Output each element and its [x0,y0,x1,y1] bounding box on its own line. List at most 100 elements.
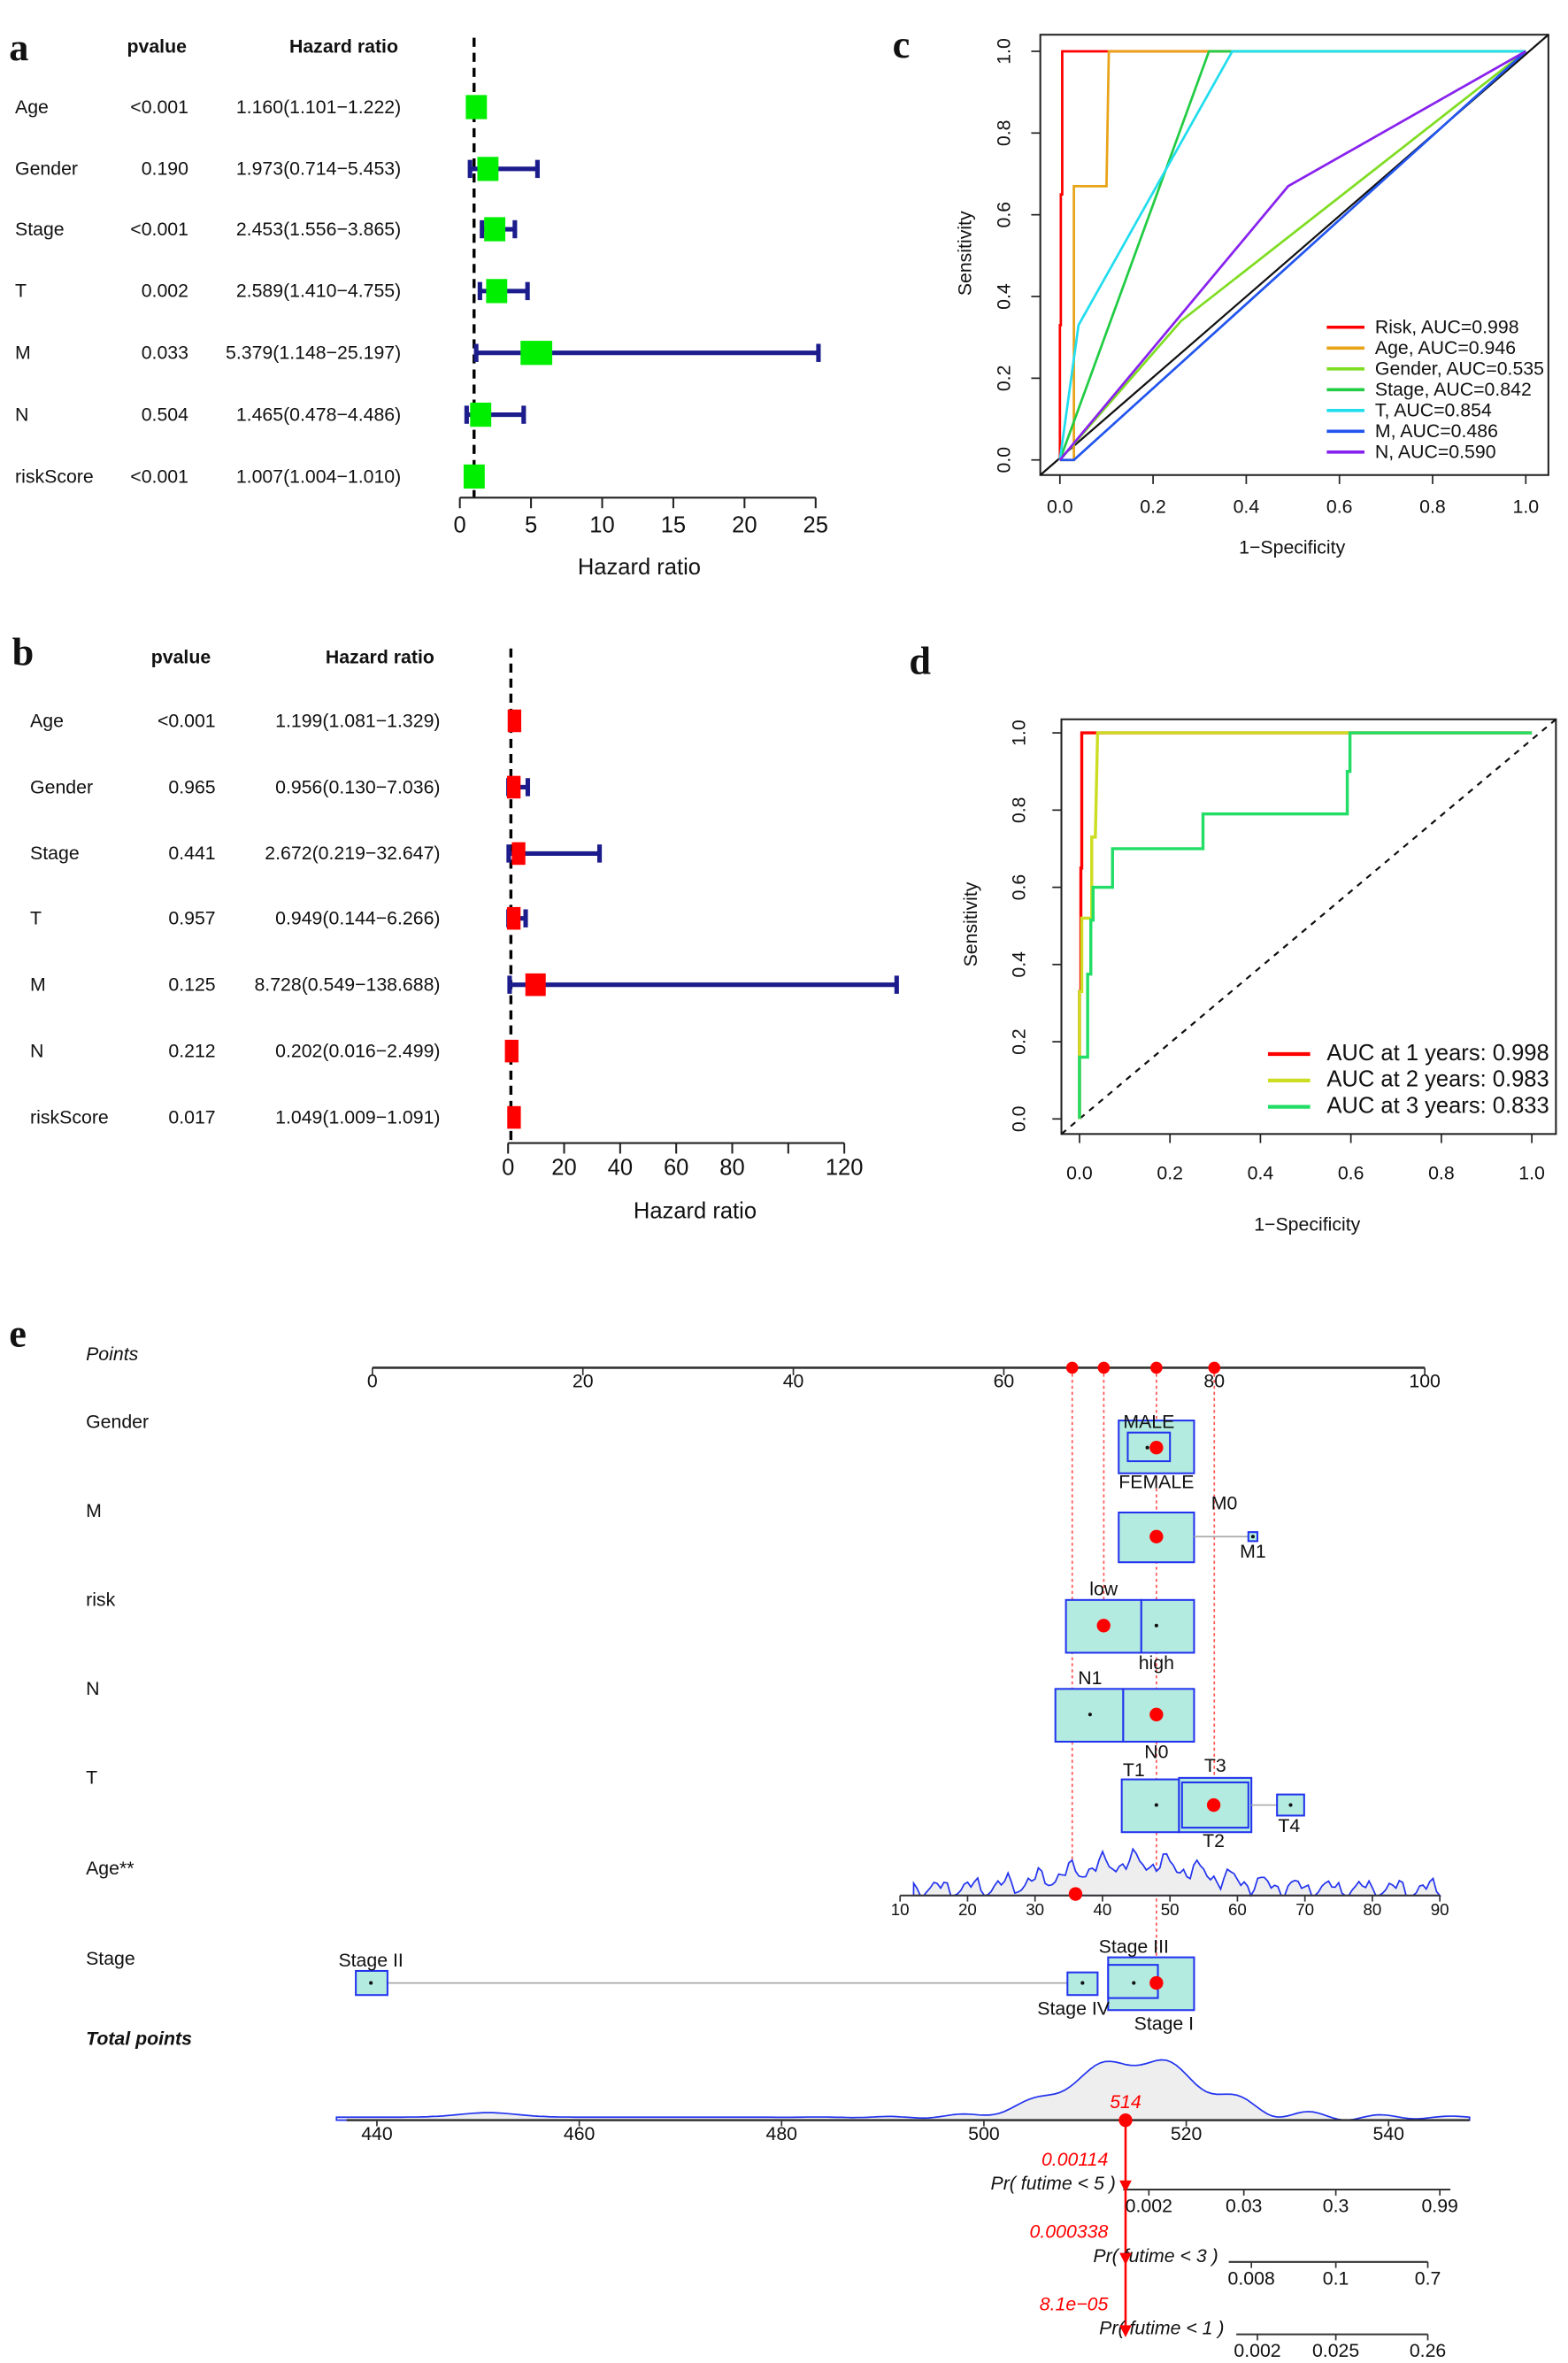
level-label: Stage III [1099,1936,1169,1958]
roc-curve [1058,50,1526,461]
points-label: Points [86,1343,139,1365]
probability-tick-label: 0.7 [1415,2267,1441,2289]
roc-plot-d: 0.0 0.0 0.2 0.2 0.4 0.4 0.6 0.6 0.8 0.8 1.0 1.0 Sens… [960,718,1557,1235]
x-tick-label: 1.0 [1512,496,1539,517]
row-label: N [15,404,28,425]
row-pvalue: 0.212 [168,1040,215,1061]
x-tick-label: 0.0 [1047,496,1073,517]
x-tick-label: 15 [661,512,686,537]
row-pvalue: 0.504 [142,404,188,425]
x-tick-label: 120 [826,1155,864,1180]
level-box [1065,1598,1142,1654]
probability-marker [1119,2252,1132,2266]
y-tick-label: 0.0 [1009,1105,1030,1132]
row-label: Gender [30,776,93,797]
legend-label: Stage, AUC=0.842 [1375,379,1532,400]
x-tick-label: 1.0 [1518,1162,1545,1183]
total-tick-label: 440 [361,2123,393,2144]
level-label: T2 [1203,1830,1225,1851]
selected-points-marker [1097,1361,1111,1374]
forest-plot-b: pvalue Hazard ratio Age <0.001 1.199(1.081−1… [30,647,899,1224]
points-tick-label: 20 [573,1371,594,1392]
total-tick-label: 520 [1171,2123,1203,2144]
row-label: Gender [15,158,78,180]
hazard-ratio-box [506,906,521,930]
x-tick-label: 0.2 [1157,1162,1183,1183]
level-label: M0 [1211,1493,1238,1514]
probability-tick-label: 0.002 [1126,2196,1172,2217]
row-label: M [15,343,31,364]
hazard-ratio-box [507,1105,521,1129]
x-tick-label: 0.4 [1248,1162,1274,1183]
row-hazard-ratio: 1.973(0.714−5.453) [236,158,401,180]
row-hazard-ratio: 8.728(0.549−138.688) [254,974,440,995]
hazard-ratio-header: Hazard ratio [289,36,398,58]
probability-label: Pr( futime < 5 ) [991,2173,1116,2194]
variable-label: Gender [86,1412,149,1433]
age-tick-label: 30 [1026,1900,1044,1919]
hazard-ratio-box [506,775,521,799]
legend-label: T, AUC=0.854 [1375,400,1492,421]
row-hazard-ratio: 0.202(0.016−2.499) [275,1040,440,1061]
selected-level-marker [1096,1619,1111,1633]
points-tick-label: 0 [367,1371,378,1392]
probability-tick-label: 0.26 [1410,2340,1446,2361]
y-tick-label: 0.4 [1009,951,1030,978]
variable-label: N [86,1678,99,1699]
total-points-density [335,2059,1471,2121]
y-tick-label: 1.0 [1009,720,1030,746]
probability-tick-label: 0.002 [1234,2340,1280,2361]
age-tick-label: 70 [1295,1900,1314,1919]
probability-tick-label: 0.03 [1226,2196,1262,2217]
hazard-ratio-box [470,402,492,427]
age-tick-label: 50 [1161,1900,1180,1919]
level-label: N0 [1144,1742,1168,1763]
x-axis-title: Hazard ratio [634,1199,757,1224]
row-hazard-ratio: 1.007(1.004−1.010) [236,466,401,487]
probability-tick-label: 0.99 [1421,2196,1457,2217]
row-pvalue: 0.125 [168,974,215,995]
row-label: T [30,907,42,928]
x-tick-label: 80 [719,1155,744,1180]
x-axis-title: Hazard ratio [578,555,701,580]
hazard-ratio-box [511,842,526,866]
hazard-ratio-box [484,217,506,242]
x-tick-label: 20 [732,512,757,537]
hazard-ratio-box [520,341,553,366]
y-axis-title: Sensitivity [960,881,981,966]
age-tick-label: 20 [958,1900,977,1919]
probability-label: Pr( futime < 1 ) [1099,2318,1224,2339]
legend-label: Risk, AUC=0.998 [1375,317,1519,338]
panel-label-d: d [909,640,931,683]
row-hazard-ratio: 1.160(1.101−1.222) [236,96,401,118]
level-box [355,1969,388,1997]
selected-level-marker [1118,2113,1133,2128]
total-tick-label: 480 [766,2123,798,2144]
level-label: high [1139,1652,1174,1674]
legend-label: AUC at 2 years: 0.983 [1326,1067,1549,1092]
probability-value: 8.1e−05 [1040,2293,1109,2314]
row-hazard-ratio: 1.199(1.081−1.329) [275,710,440,731]
variable-label: risk [86,1589,115,1611]
age-density [912,1847,1442,1897]
selected-level-marker [1206,1797,1221,1813]
row-hazard-ratio: 0.956(0.130−7.036) [275,776,440,797]
hazard-ratio-box [525,973,546,997]
x-tick-label: 5 [525,512,537,537]
row-label: Age [30,710,64,731]
row-pvalue: 0.002 [142,281,188,302]
roc-plot-c: 0.0 0.0 0.2 0.2 0.4 0.4 0.6 0.6 0.8 0.8 1.0 1.0 Sens… [954,34,1549,558]
level-center [1250,1535,1255,1539]
level-label: N1 [1078,1667,1102,1689]
probability-value: 0.000338 [1030,2221,1109,2243]
row-label: T [15,281,27,302]
row-hazard-ratio: 0.949(0.144−6.266) [275,907,440,928]
panel-label-c: c [893,23,911,66]
row-hazard-ratio: 2.672(0.219−32.647) [265,843,440,864]
x-axis-title: 1−Specificity [1239,536,1345,558]
x-tick-label: 0.8 [1419,496,1446,517]
points-tick-label: 40 [783,1371,804,1392]
probability-tick-label: 0.025 [1312,2340,1359,2361]
probability-marker [1119,2325,1132,2337]
